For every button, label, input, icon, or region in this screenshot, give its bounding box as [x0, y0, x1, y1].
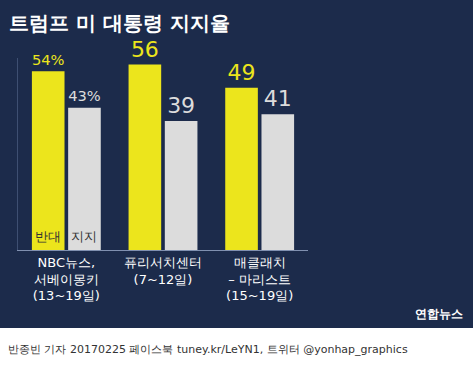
svg-text:NBC뉴스,서베이몽키(13~19일): NBC뉴스,서베이몽키(13~19일): [33, 255, 100, 304]
svg-text:지지: 지지: [71, 229, 97, 244]
svg-text:43%: 43%: [68, 87, 101, 104]
svg-text:퓨리서치센터(7~12일): 퓨리서치센터(7~12일): [124, 255, 202, 287]
html-text:연합뉴스: 연합뉴스: [415, 307, 463, 321]
svg-text:54%: 54%: [32, 51, 65, 68]
svg-text:39: 39: [167, 93, 195, 118]
html-text:반종빈 기자 20170225 페이스북 tuney.kr/: 반종빈 기자 20170225 페이스북 tuney.kr/LeYN1, 트위터…: [8, 343, 408, 356]
svg-text:56: 56: [131, 37, 159, 62]
svg-text:반대: 반대: [35, 229, 61, 244]
svg-text:트럼프 미 대통령 지지율: 트럼프 미 대통령 지지율: [9, 11, 230, 35]
svg-text:41: 41: [264, 86, 292, 111]
svg-text:매클래치– 마리스트(15~19일): 매클래치– 마리스트(15~19일): [226, 255, 293, 304]
svg-text:49: 49: [228, 60, 256, 85]
